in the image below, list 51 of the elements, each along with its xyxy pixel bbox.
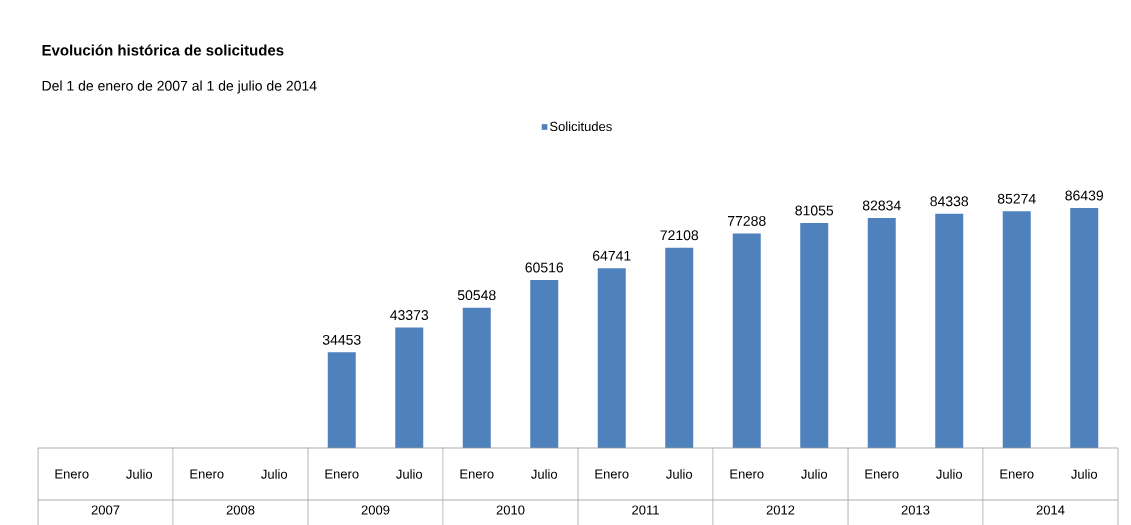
text: 2013	[901, 505, 930, 515]
bar	[462, 307, 491, 448]
x-tick-label: Enero	[865, 469, 899, 479]
bar	[327, 352, 356, 448]
data-label: 82834	[862, 200, 901, 211]
x-tick-label: Julio	[396, 469, 423, 479]
x-tick-label: Julio	[936, 469, 963, 479]
x-tick-label: Julio	[666, 469, 693, 479]
bar	[800, 222, 829, 448]
data-label: 64741	[592, 250, 631, 261]
x-tick-label: Enero	[595, 469, 629, 479]
data-label: 43373	[390, 309, 429, 320]
chart-title: Evolución histórica de solicitudes	[42, 44, 284, 56]
x-tick-label: Enero	[1000, 469, 1034, 479]
text: 2008	[226, 505, 255, 515]
bar	[732, 233, 761, 448]
x-tick-label: Enero	[460, 469, 494, 479]
data-label: 85274	[997, 193, 1036, 204]
bar	[1002, 211, 1031, 448]
bar	[395, 327, 424, 448]
data-label: 50548	[457, 290, 496, 300]
text: 2014	[1036, 505, 1065, 515]
data-label: 84338	[930, 196, 969, 207]
chart-subtitle: Del 1 de enero de 2007 al 1 de julio de 2014	[42, 80, 317, 94]
x-tick-label: Julio	[261, 469, 288, 479]
text: 2010	[496, 505, 525, 515]
data-label: 34453	[322, 334, 361, 345]
data-label: 86439	[1065, 190, 1104, 201]
text: 2012	[766, 505, 795, 515]
x-tick-label: Enero	[190, 469, 224, 479]
data-label: 81055	[795, 205, 834, 216]
bar	[597, 268, 626, 448]
legend-label: Solicitudes	[550, 121, 612, 131]
data-label: 77288	[728, 215, 766, 226]
x-tick-label: Julio	[801, 469, 828, 479]
bar	[935, 213, 964, 448]
bar	[1070, 207, 1099, 448]
x-tick-label: Julio	[531, 469, 558, 479]
x-tick-label: Enero	[325, 469, 359, 479]
text: 2009	[361, 505, 390, 515]
x-tick-label: Julio	[126, 469, 153, 479]
x-tick-label: Enero	[55, 469, 89, 479]
data-label: 60516	[525, 262, 564, 273]
data-label: 72108	[660, 230, 699, 241]
x-tick-label: Enero	[730, 469, 764, 479]
bar	[867, 217, 896, 448]
text: 2007	[91, 505, 120, 515]
text: 2011	[632, 505, 659, 515]
x-tick-label: Julio	[1071, 469, 1098, 479]
bar	[530, 279, 559, 448]
bar	[665, 247, 694, 448]
